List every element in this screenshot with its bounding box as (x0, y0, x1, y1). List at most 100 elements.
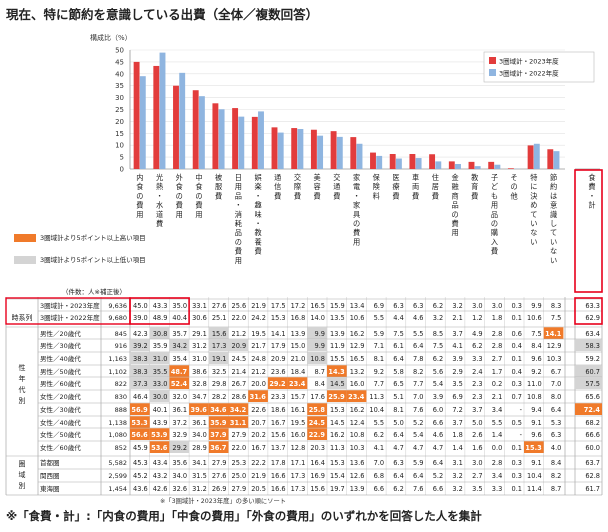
table-cell: 2.4 (472, 368, 483, 376)
table-cell: 6.4 (393, 431, 404, 439)
table-cell: 13.7 (271, 444, 286, 452)
table-cell: 43.2 (153, 472, 168, 480)
table-cell: 13.4 (350, 302, 365, 310)
table-cell: 15.0 (291, 342, 306, 350)
bar-2023 (429, 154, 436, 169)
table-cell: 4.1 (374, 444, 385, 452)
table-cell: 15.4 (330, 472, 345, 480)
row-label: 女性／50歳代 (40, 430, 81, 439)
table-cell: 30.8 (153, 330, 168, 338)
table-cell: 15.7 (291, 393, 306, 401)
table-cell: 32.0 (172, 393, 187, 401)
table-cell: 9.1 (531, 459, 542, 467)
table-cell: 5.2 (413, 419, 424, 427)
table-cell: 35.0 (172, 302, 187, 310)
table-cell: 2.6 (472, 431, 483, 439)
table-cell: 38.6 (192, 368, 207, 376)
table-cell: 43.9 (153, 419, 168, 427)
highlight-frame-rows (5, 297, 131, 325)
cell-low-fill (327, 377, 347, 389)
table-cell: 10.8 (350, 431, 365, 439)
table-cell: 7.1 (374, 342, 385, 350)
table-cell: 5.5 (374, 419, 385, 427)
table-cell: 3.9 (452, 355, 463, 363)
table-cell: 65.6 (585, 393, 600, 401)
cell-low-fill (149, 352, 170, 364)
row-n: 9,636 (108, 302, 127, 310)
table-cell: 36.1 (192, 419, 207, 427)
row-label: 3圏域計・2023年度 (40, 301, 100, 310)
table-cell: 25.0 (232, 472, 247, 480)
table-cell: 17.5 (271, 302, 286, 310)
category-label: 美容費 (314, 173, 321, 200)
table-cell: 35.9 (153, 342, 168, 350)
table-cell: 7.8 (413, 355, 424, 363)
table-cell: 22.9 (309, 431, 326, 439)
table-cell: 5.9 (374, 330, 385, 338)
bar-2023 (310, 129, 317, 169)
table-cell: 27.9 (232, 431, 247, 439)
table-cell: 0.0 (492, 444, 503, 452)
cell-high-fill (149, 441, 170, 453)
table-cell: 15.5 (330, 355, 345, 363)
table-cell: 12.6 (350, 472, 365, 480)
cell-high-fill (130, 428, 150, 440)
y-tick-label: 15 (115, 130, 124, 138)
table-cell: 27.9 (212, 459, 227, 467)
table-cell: 5.6 (433, 368, 444, 376)
y-tick-label: 5 (120, 154, 124, 162)
cell-low-fill (575, 377, 602, 389)
table-cell: 38.3 (133, 368, 148, 376)
table-cell: 31.5 (192, 472, 207, 480)
category-label: 特に決めていない (530, 173, 537, 246)
row-n: 1,080 (108, 431, 127, 439)
table-cell: 6.4 (393, 355, 404, 363)
table-cell: 37.9 (210, 431, 227, 439)
table-cell: 11.9 (330, 342, 345, 350)
y-tick-label: 40 (115, 70, 124, 78)
table-cell: 3.2 (433, 314, 444, 322)
table-cell: 60.0 (585, 444, 600, 452)
category-label: 金融商品の費用 (451, 173, 458, 237)
row-label: 男性／50歳代 (40, 367, 81, 376)
table-cell: 9.1 (531, 419, 542, 427)
table-cell: 4.7 (393, 444, 404, 452)
table-cell: 17.2 (291, 302, 306, 310)
bar-2023 (133, 61, 140, 169)
table-cell: 0.3 (512, 472, 523, 480)
table-cell: 5.2 (433, 472, 444, 480)
table-cell: 38.3 (133, 355, 148, 363)
cell-high-fill (208, 428, 229, 440)
table-cell: 30.0 (153, 393, 168, 401)
table-cell: 7.7 (413, 380, 424, 388)
table-cell: 0.2 (492, 380, 503, 388)
y-axis-label: 構成比（%） (90, 33, 132, 42)
bar-2023 (173, 85, 179, 169)
table-cell: 25.9 (328, 393, 345, 401)
bar-2023 (212, 103, 219, 169)
bar-2022 (533, 143, 540, 169)
table-cell: 16.2 (350, 406, 365, 414)
table-cell: 3.5 (472, 485, 483, 493)
table-cell: 35.9 (210, 419, 227, 427)
table-cell: 6.4 (393, 472, 404, 480)
table-cell: 17.3 (212, 342, 227, 350)
table-cell: 15.3 (525, 444, 542, 452)
table-cell: 9.9 (315, 330, 326, 338)
cell-high-fill (267, 377, 288, 389)
cell-high-fill (208, 416, 229, 428)
table-cell: 9.9 (531, 302, 542, 310)
table-cell: 39.6 (191, 406, 208, 414)
table-cell: 11.4 (527, 485, 542, 493)
table-cell: 34.1 (192, 459, 207, 467)
row-label: 東海圏 (40, 484, 60, 493)
table-cell: 1.8 (452, 431, 463, 439)
table-cell: 43.3 (153, 302, 168, 310)
table-cell: 34.7 (192, 393, 207, 401)
bar-2022 (474, 166, 481, 169)
table-cell: 29.2 (269, 380, 286, 388)
table-cell: 7.0 (413, 393, 424, 401)
cell-high-fill (169, 377, 190, 389)
table-cell: 3.4 (492, 472, 503, 480)
table-cell: 21.9 (251, 472, 266, 480)
